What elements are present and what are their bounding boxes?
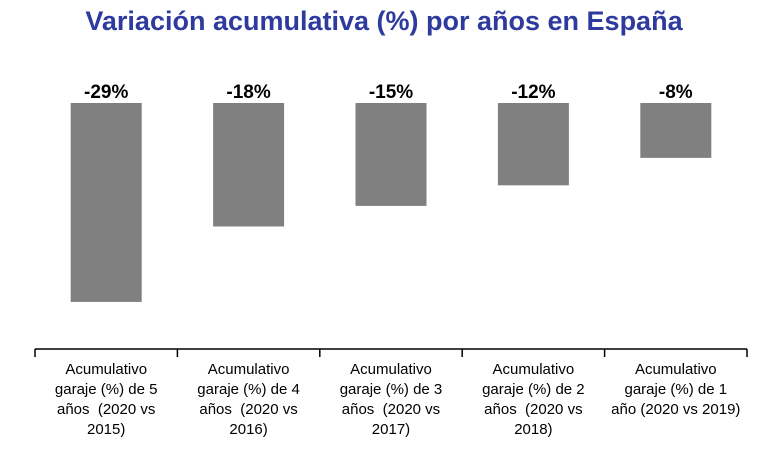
category-label-line: Acumulativo	[65, 361, 148, 378]
category-label-line: Acumulativo	[207, 361, 290, 378]
category-label-1: Acumulativo garaje (%) de 5 años (2020 vs 2…	[35, 360, 177, 440]
category-label-line: años (2020 vs	[484, 401, 583, 418]
bar-1	[70, 103, 142, 302]
bar-2	[213, 103, 285, 227]
category-label-line: garaje (%) de 5	[54, 381, 158, 398]
category-label-line: 2015)	[87, 421, 126, 438]
data-label-3: -15%	[369, 82, 413, 103]
category-label-line: garaje (%) de 1	[624, 381, 728, 398]
category-label-line: 2016)	[229, 421, 268, 438]
data-label-5: -8%	[659, 82, 693, 103]
chart-title: Variación acumulativa (%) por años en Es…	[85, 6, 683, 36]
data-label-1: -29%	[84, 82, 128, 103]
bar-4	[497, 103, 569, 186]
data-label-4: -12%	[511, 82, 555, 103]
category-label-4: Acumulativo garaje (%) de 2 años (2020 vs 2…	[462, 360, 604, 440]
category-label-line: garaje (%) de 3	[339, 381, 443, 398]
category-label-5: Acumulativo garaje (%) de 1 año (2020 vs 2…	[605, 360, 747, 420]
category-label-line: 2017)	[371, 421, 411, 438]
data-label-2: -18%	[226, 82, 270, 103]
category-label-line: años (2020 vs	[341, 401, 441, 418]
category-label-line: 2018)	[514, 421, 553, 438]
bar-3	[355, 103, 427, 206]
category-label-line: años (2020 vs	[199, 401, 298, 418]
category-label-2: Acumulativo garaje (%) de 4 años (2020 vs 2…	[177, 360, 319, 440]
category-label-line: años (2020 vs	[56, 401, 156, 418]
category-label-line: garaje (%) de 4	[197, 381, 300, 398]
bar-5	[640, 103, 712, 158]
category-label-line: año (2020 vs 2019)	[611, 401, 741, 418]
category-label-line: Acumulativo	[350, 361, 432, 378]
category-label-line: Acumulativo	[492, 361, 575, 378]
category-label-line: garaje (%) de 2	[482, 381, 585, 398]
category-label-3: Acumulativo garaje (%) de 3 años (2020 vs 2…	[320, 360, 462, 440]
category-label-line: Acumulativo	[634, 361, 717, 378]
